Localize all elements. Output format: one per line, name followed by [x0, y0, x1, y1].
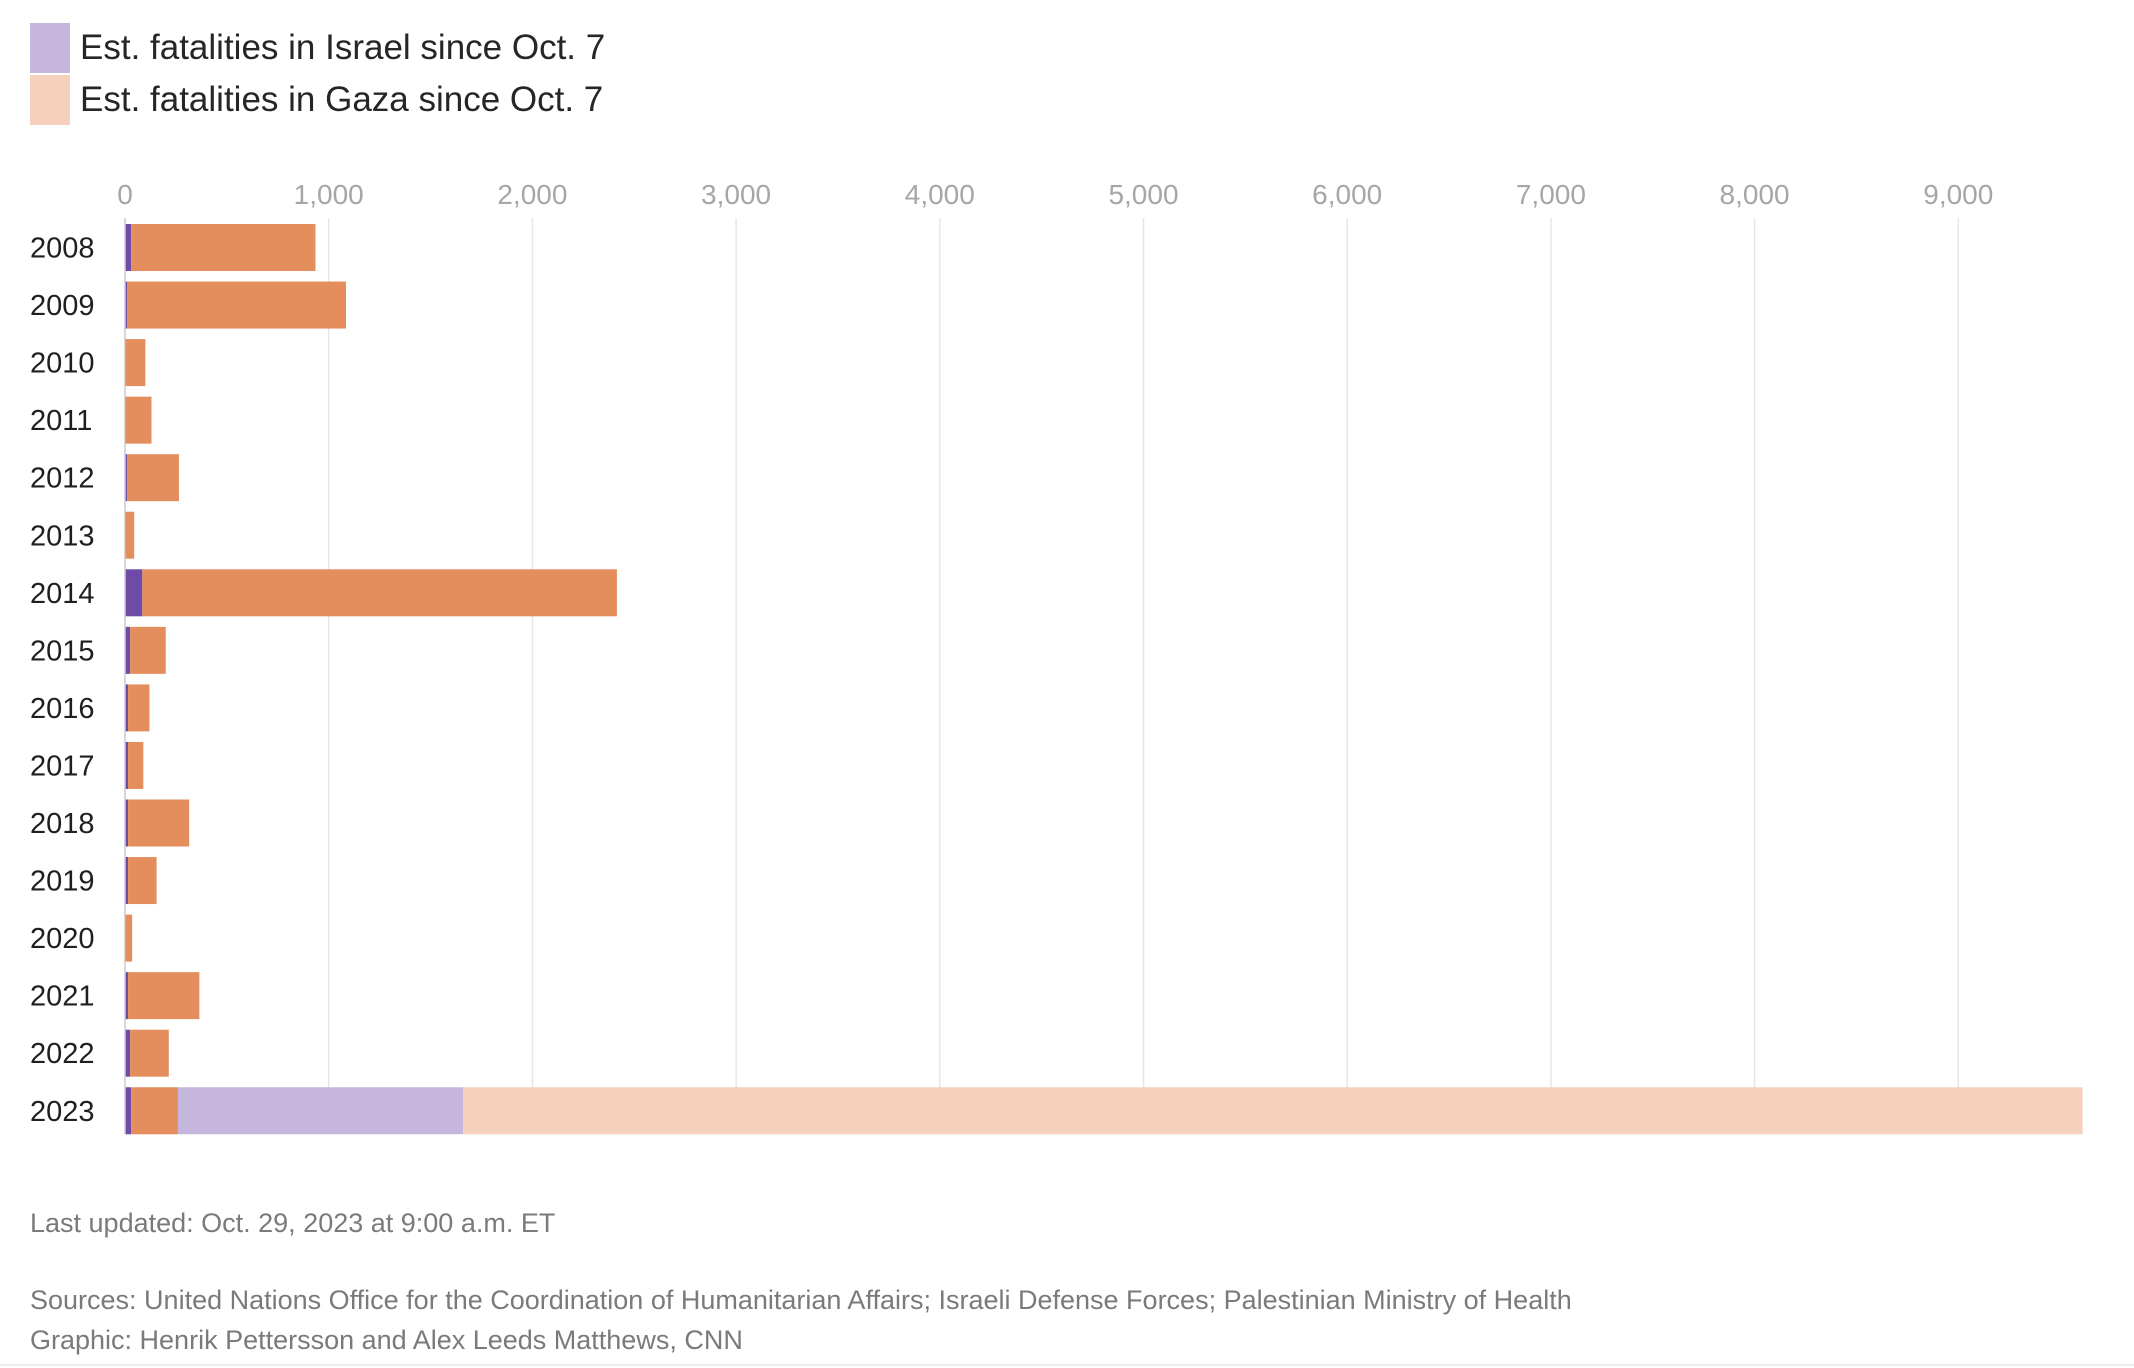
- y-tick-label: 2015: [30, 635, 95, 667]
- bar-2011-series-1: [126, 396, 152, 444]
- y-tick-label: 2022: [30, 1038, 95, 1070]
- x-tick-label: 0: [117, 179, 133, 210]
- bar-2012-series-0: [125, 454, 128, 502]
- x-tick-label: 8,000: [1720, 179, 1790, 210]
- chart-legend: Est. fatalities in Israel since Oct. 7 E…: [30, 22, 605, 126]
- legend-label-israel: Est. fatalities in Israel since Oct. 7: [80, 28, 606, 67]
- x-tick-label: 7,000: [1516, 179, 1586, 210]
- bar-2017-series-0: [125, 741, 129, 789]
- bar-2021-series-0: [125, 972, 129, 1020]
- y-tick-label: 2011: [30, 405, 92, 437]
- bar-2008-series-0: [125, 224, 132, 271]
- bar-2018-series-1: [128, 799, 190, 847]
- bar-2010-series-1: [126, 339, 146, 387]
- bar-2018-series-0: [125, 799, 129, 847]
- last-updated-note: Last updated: Oct. 29, 2023 at 9:00 a.m.…: [30, 1208, 556, 1238]
- bar-2015-series-1: [130, 626, 166, 674]
- x-tick-label: 3,000: [701, 179, 771, 210]
- y-tick-label: 2020: [30, 923, 95, 955]
- bar-2013-series-1: [126, 511, 135, 559]
- bar-2019-series-0: [125, 857, 129, 905]
- y-tick-label: 2010: [30, 348, 95, 380]
- x-tick-label: 2,000: [497, 179, 567, 210]
- y-tick-label: 2023: [30, 1096, 95, 1128]
- y-tick-label: 2016: [30, 693, 95, 725]
- bottom-divider: [0, 1364, 2134, 1366]
- bar-chart: 0 1,000 2,000 3,000 4,000 5,000 6,000 7,000 8,00…: [30, 179, 2083, 1135]
- bar-2014-series-0: [125, 569, 143, 617]
- legend-item-israel: Est. fatalities in Israel since Oct. 7: [30, 22, 605, 74]
- y-tick-label: 2013: [30, 520, 95, 552]
- y-tick-label: 2014: [30, 578, 95, 610]
- bar-2016-series-1: [128, 684, 150, 732]
- legend-item-gaza: Est. fatalities in Gaza since Oct. 7: [30, 74, 605, 126]
- bar-2015-series-0: [125, 626, 131, 674]
- bar-2023-series-3: [463, 1087, 2083, 1135]
- bar-2008-series-1: [131, 224, 316, 271]
- bar-2020-series-1: [126, 914, 133, 962]
- bar-2019-series-1: [128, 857, 157, 905]
- bar-2017-series-1: [128, 741, 144, 789]
- bar-2021-series-1: [128, 972, 200, 1020]
- sources-note: Sources: United Nations Office for the C…: [30, 1285, 1572, 1315]
- y-tick-label: 2021: [30, 981, 95, 1013]
- x-tick-label: 9,000: [1923, 179, 1993, 210]
- legend-label-gaza: Est. fatalities in Gaza since Oct. 7: [80, 80, 604, 119]
- bar-2023-series-2: [177, 1087, 464, 1135]
- bar-2022-series-0: [125, 1029, 131, 1077]
- bar-2014-series-1: [142, 569, 617, 617]
- y-tick-label: 2018: [30, 808, 95, 840]
- legend-swatch-gaza: [30, 75, 70, 125]
- y-tick-label: 2017: [30, 750, 95, 782]
- x-tick-label: 5,000: [1108, 179, 1178, 210]
- bar-2022-series-1: [130, 1029, 169, 1077]
- y-tick-label: 2009: [30, 290, 95, 322]
- graphic-credit: Graphic: Henrik Pettersson and Alex Leed…: [30, 1325, 743, 1355]
- bar-2012-series-1: [127, 454, 179, 502]
- bar-2016-series-0: [125, 684, 129, 732]
- bar-2023-series-1: [131, 1087, 178, 1135]
- bar-2009-series-1: [127, 281, 347, 329]
- y-tick-label: 2012: [30, 463, 95, 495]
- x-tick-label: 6,000: [1312, 179, 1382, 210]
- x-tick-label: 1,000: [294, 179, 364, 210]
- x-tick-label: 4,000: [905, 179, 975, 210]
- y-tick-label: 2019: [30, 866, 95, 898]
- legend-swatch-israel: [30, 23, 70, 73]
- y-tick-label: 2008: [30, 233, 95, 265]
- bar-2023-series-0: [125, 1087, 132, 1135]
- bar-2009-series-0: [125, 281, 128, 329]
